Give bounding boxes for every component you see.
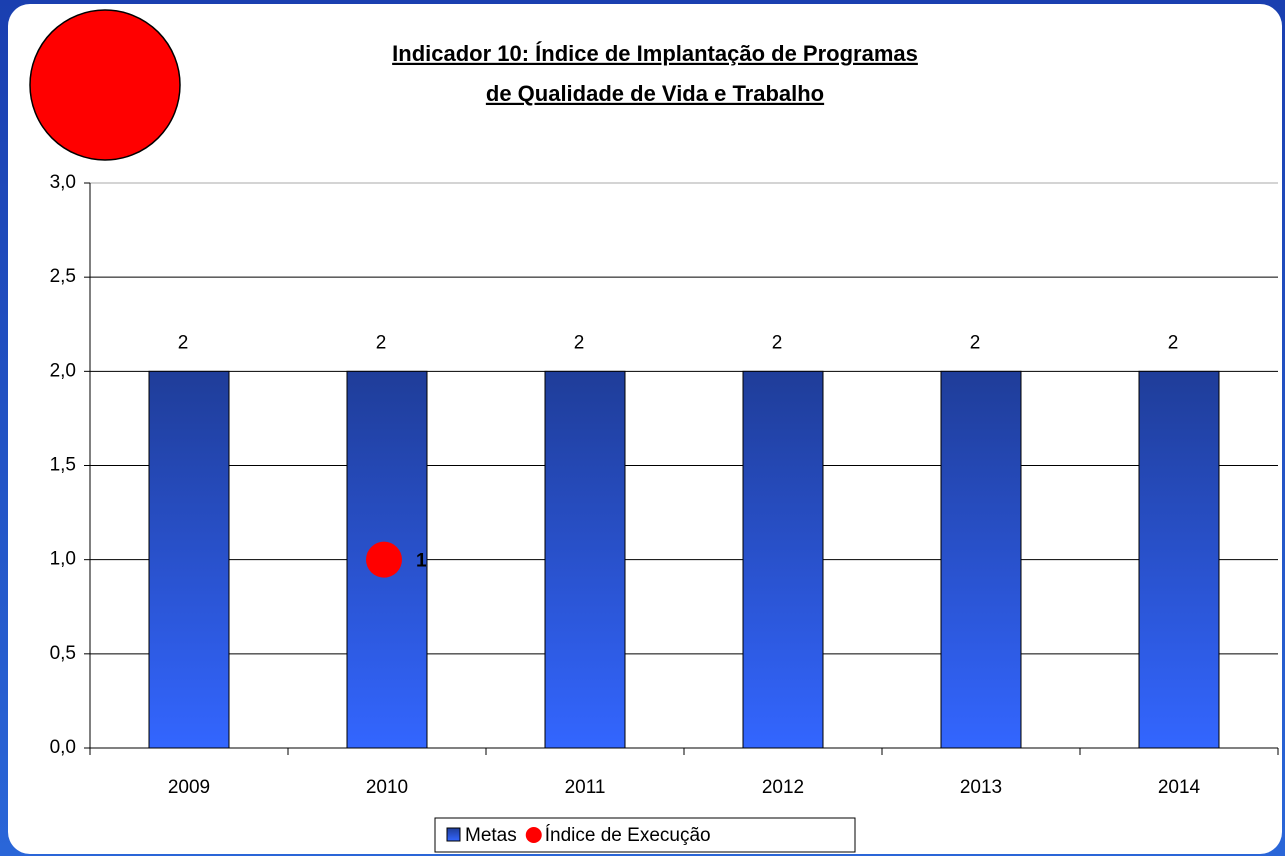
y-tick-label: 3,0 bbox=[50, 172, 76, 193]
chart-title: Indicador 10: Índice de Implantação de P… bbox=[392, 41, 918, 66]
legend-swatch bbox=[446, 827, 461, 842]
y-tick-label: 2,0 bbox=[50, 360, 76, 381]
point bbox=[366, 541, 402, 578]
x-tick-label: 2012 bbox=[762, 777, 804, 798]
y-tick-label: 2,5 bbox=[50, 266, 76, 287]
data-label: 2 bbox=[970, 332, 981, 353]
data-label: 2 bbox=[1168, 332, 1179, 353]
data-label: 2 bbox=[178, 332, 189, 353]
y-tick-label: 1,5 bbox=[50, 455, 76, 476]
status-indicator bbox=[29, 9, 181, 161]
x-tick-label: 2014 bbox=[1158, 777, 1201, 798]
x-tick-label: 2009 bbox=[168, 777, 210, 798]
legend-label: Índice de Execução bbox=[545, 825, 711, 846]
legend-label: Metas bbox=[465, 825, 517, 846]
bar bbox=[544, 370, 626, 749]
data-label: 2 bbox=[376, 332, 387, 353]
x-tick-label: 2011 bbox=[565, 777, 606, 798]
data-label: 2 bbox=[574, 332, 585, 353]
y-tick-label: 0,0 bbox=[50, 737, 76, 758]
bar bbox=[1138, 370, 1220, 749]
y-tick-label: 0,5 bbox=[50, 643, 76, 664]
chart-title: de Qualidade de Vida e Trabalho bbox=[486, 81, 824, 106]
x-tick-label: 2013 bbox=[960, 777, 1002, 798]
x-tick-label: 2010 bbox=[366, 777, 408, 798]
bar bbox=[742, 370, 824, 749]
y-tick-label: 1,0 bbox=[50, 549, 76, 570]
bar bbox=[148, 370, 230, 749]
legend-swatch bbox=[525, 827, 542, 843]
bar bbox=[940, 370, 1022, 749]
data-label: 2 bbox=[772, 332, 783, 353]
data-label: 1 bbox=[416, 551, 427, 572]
legend bbox=[434, 817, 856, 853]
